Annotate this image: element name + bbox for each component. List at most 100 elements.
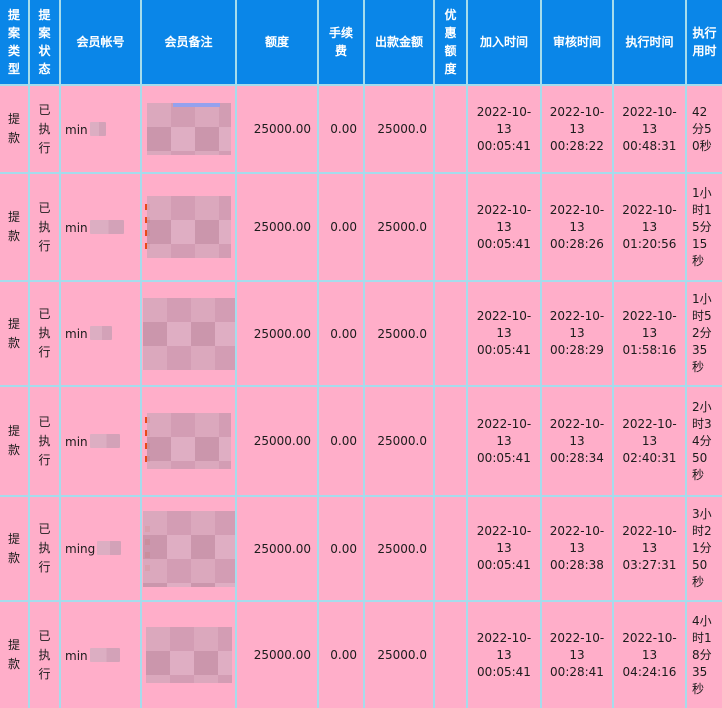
column-header-exec: 执行时间 [612,0,687,86]
cell-amount: 25000.00 [235,84,319,174]
remark-redaction-blur [146,413,231,469]
cell-review: 2022-10-13 00:28:34 [540,385,614,497]
cell-duration: 42分50秒 [685,84,722,174]
cell-review: 2022-10-13 00:28:29 [540,280,614,387]
column-header-duration: 执行用时 [685,0,722,86]
cell-fee: 0.00 [317,600,365,708]
cell-remark [140,495,237,602]
account-redaction-blur [97,541,122,555]
cell-duration: 1小时52分35秒 [685,280,722,387]
column-header-join: 加入时间 [466,0,542,86]
cell-amount: 25000.00 [235,172,319,282]
cell-discount [433,495,468,602]
column-header-remark: 会员备注 [140,0,237,86]
cell-duration: 4小时18分35秒 [685,600,722,708]
cell-remark [140,385,237,497]
cell-payout: 25000.0 [363,172,435,282]
header-row: 提案类型 提案状态 会员帐号 会员备注 额度 手续费 出款金额 优惠额度 加入时间 审核时间 执行时… [0,0,722,86]
cell-amount: 25000.00 [235,495,319,602]
table-row: 提款 已执行 min 25000.00 0.00 25000.0 2022-10-13 00… [0,280,722,387]
account-redaction-blur [89,433,120,448]
cell-join: 2022-10-13 00:05:41 [466,280,542,387]
cell-exec: 2022-10-13 00:48:31 [612,84,687,174]
table-row: 提款 已执行 min 25000.00 0.00 25000.0 2022-10-13 00… [0,84,722,174]
column-header-status: 提案状态 [28,0,61,86]
cell-account: min [59,280,142,387]
table-row: 提款 已执行 ming 25000.00 0.00 25000.0 2022-10-13 0… [0,495,722,602]
table-row: 提款 已执行 min 25000.00 0.00 25000.0 2022-10-13 00… [0,600,722,708]
cell-type: 提款 [0,172,30,282]
cell-status: 已执行 [28,600,61,708]
cell-duration: 2小时34分50秒 [685,385,722,497]
cell-exec: 2022-10-13 02:40:31 [612,385,687,497]
cell-fee: 0.00 [317,84,365,174]
table-body: 提款 已执行 min 25000.00 0.00 25000.0 2022-10-13 00… [0,84,722,708]
cell-account: min [59,600,142,708]
account-redaction-blur [89,326,112,340]
cell-review: 2022-10-13 00:28:41 [540,600,614,708]
remark-redaction-blur [146,103,231,155]
cell-status: 已执行 [28,280,61,387]
member-account-prefix: ming [65,542,96,556]
cell-fee: 0.00 [317,495,365,602]
cell-remark [140,84,237,174]
column-header-fee: 手续费 [317,0,365,86]
cell-payout: 25000.0 [363,280,435,387]
column-header-account: 会员帐号 [59,0,142,86]
cell-fee: 0.00 [317,385,365,497]
remark-redaction-blur [145,627,232,683]
column-header-payout: 出款金额 [363,0,435,86]
cell-status: 已执行 [28,385,61,497]
cell-duration: 3小时21分50秒 [685,495,722,602]
cell-account: min [59,385,142,497]
cell-account: min [59,84,142,174]
cell-account: ming [59,495,142,602]
cell-duration: 1小时15分15秒 [685,172,722,282]
cell-account: min [59,172,142,282]
cell-join: 2022-10-13 00:05:41 [466,172,542,282]
cell-payout: 25000.0 [363,385,435,497]
table-row: 提款 已执行 min 25000.00 0.00 25000.0 2022-10-13 00… [0,385,722,497]
cell-payout: 25000.0 [363,84,435,174]
cell-exec: 2022-10-13 04:24:16 [612,600,687,708]
cell-review: 2022-10-13 00:28:38 [540,495,614,602]
cell-amount: 25000.00 [235,600,319,708]
cell-fee: 0.00 [317,280,365,387]
cell-exec: 2022-10-13 01:20:56 [612,172,687,282]
cell-join: 2022-10-13 00:05:41 [466,495,542,602]
cell-status: 已执行 [28,495,61,602]
member-account-prefix: min [65,327,88,341]
account-redaction-blur [89,647,120,662]
cell-type: 提款 [0,495,30,602]
remark-redaction-blur [146,196,231,258]
cell-type: 提款 [0,600,30,708]
cell-payout: 25000.0 [363,600,435,708]
member-account-prefix: min [65,434,88,449]
cell-discount [433,280,468,387]
cell-amount: 25000.00 [235,385,319,497]
table-row: 提款 已执行 min 25000.00 0.00 25000.0 2022-10-13 00… [0,172,722,282]
cell-status: 已执行 [28,84,61,174]
cell-discount [433,84,468,174]
remark-redaction-blur [143,510,234,587]
cell-amount: 25000.00 [235,280,319,387]
column-header-type: 提案类型 [0,0,30,86]
cell-payout: 25000.0 [363,495,435,602]
member-account-prefix: min [65,122,88,137]
cell-remark [140,172,237,282]
cell-type: 提款 [0,280,30,387]
cell-remark [140,280,237,387]
cell-join: 2022-10-13 00:05:41 [466,600,542,708]
member-account-prefix: min [65,648,88,663]
cell-exec: 2022-10-13 01:58:16 [612,280,687,387]
cell-remark [140,600,237,708]
cell-review: 2022-10-13 00:28:26 [540,172,614,282]
cell-join: 2022-10-13 00:05:41 [466,84,542,174]
account-redaction-blur [89,219,124,234]
cell-status: 已执行 [28,172,61,282]
account-redaction-blur [89,121,106,136]
remark-redaction-blur [143,297,234,370]
cell-join: 2022-10-13 00:05:41 [466,385,542,497]
cell-discount [433,600,468,708]
